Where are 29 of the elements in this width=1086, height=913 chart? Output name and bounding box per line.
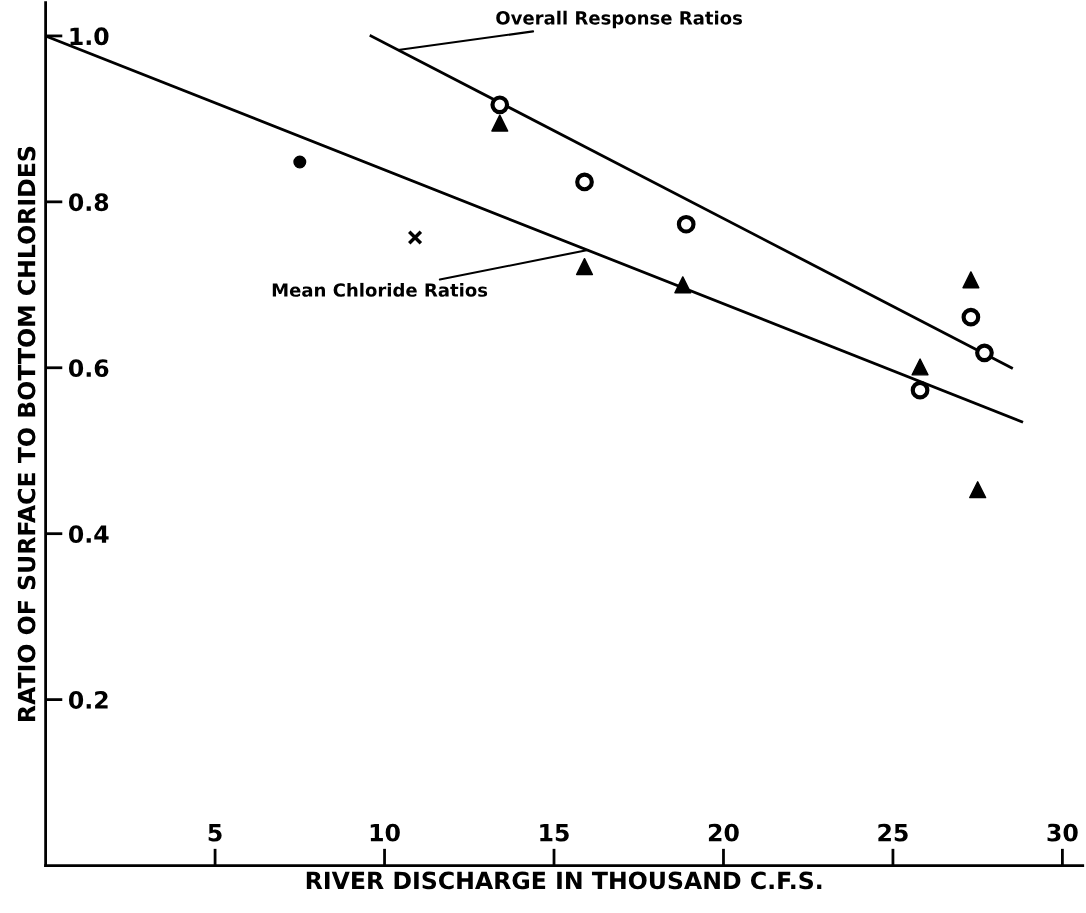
y-tick-label: 0.4 (68, 525, 109, 543)
annotation: Overall Response Ratios (496, 10, 742, 29)
x-tick-label: 30 (1047, 823, 1078, 842)
point (910, 380, 930, 400)
point (961, 307, 981, 327)
y-axis-title: RATIO OF SURFACE TO BOTTOM CHLORIDES (17, 146, 36, 721)
x-tick-label: 20 (708, 823, 739, 842)
point (962, 271, 980, 289)
y-tick-label: 0.6 (68, 359, 109, 378)
y-tick-label: 1.0 (70, 27, 109, 46)
point (575, 257, 594, 276)
point (676, 214, 696, 234)
x-tick-label: 25 (878, 823, 908, 842)
point (491, 114, 509, 132)
point (911, 358, 929, 376)
annotation: Mean Chloride Ratios (272, 282, 488, 297)
point (975, 343, 994, 363)
x-axis-title: RIVER DISCHARGE IN THOUSAND C.F.S. (306, 871, 822, 890)
point (407, 229, 423, 246)
y-tick-label: 0.8 (68, 193, 109, 212)
point (674, 276, 692, 294)
x-tick-label: 15 (540, 823, 569, 842)
point (575, 172, 594, 192)
point (969, 481, 987, 499)
x-tick-label: 5 (208, 823, 222, 842)
y-tick-label: 0.2 (68, 691, 108, 709)
point (490, 95, 510, 115)
x-tick-label: 10 (370, 823, 400, 842)
point (293, 155, 307, 169)
